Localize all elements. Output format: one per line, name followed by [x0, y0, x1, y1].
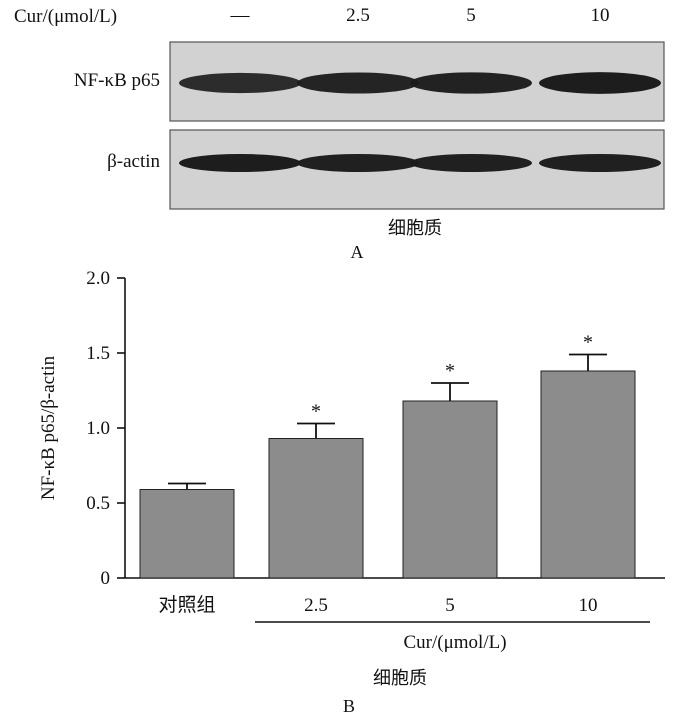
y-tick-label: 0: [101, 568, 111, 589]
significance-marker: *: [311, 401, 321, 423]
treatment-label: Cur/(μmol/L): [14, 6, 117, 27]
blot-bands-actin: [179, 154, 661, 172]
lane-label-2.5: 2.5: [346, 5, 370, 26]
x-tick-label: 10: [579, 595, 598, 616]
x-tick-label: 2.5: [304, 595, 328, 616]
western-blot-panel: Cur/(μmol/L) — 2.5 5 10 NF-κB p65 β-acti…: [14, 5, 665, 262]
blot-band: [179, 154, 301, 172]
y-ticks: 0 0.5 1.0 1.5 2.0: [86, 268, 125, 589]
lane-label-10: 10: [591, 5, 610, 26]
compartment-label-b: 细胞质: [373, 668, 427, 689]
panel-letter-a: A: [351, 242, 364, 262]
blot-band: [410, 72, 532, 94]
bar-chart-panel: 0 0.5 1.0 1.5 2.0 NF-κB p65/β-actin * * * 对照组 2…: [38, 268, 665, 716]
x-tick-label: 对照组: [158, 594, 215, 616]
x-tick-label: 5: [445, 595, 455, 616]
y-tick-label: 0.5: [86, 493, 110, 514]
lane-label-5: 5: [466, 5, 476, 26]
blot-band: [539, 72, 661, 94]
y-axis-label: NF-κB p65/β-actin: [38, 355, 59, 500]
lane-label-control: —: [230, 5, 251, 26]
bar: [139, 489, 235, 579]
bars: * * *: [139, 332, 636, 579]
y-tick-label: 1.0: [86, 418, 110, 439]
significance-marker: *: [583, 332, 593, 354]
blot-row-label-nfkb: NF-κB p65: [74, 70, 160, 91]
blot-bands-nfkb: [179, 72, 661, 94]
bar: [268, 438, 364, 579]
panel-letter-b: B: [343, 696, 355, 716]
blot-band: [297, 154, 419, 172]
bar: [540, 370, 636, 579]
blot-band: [179, 72, 301, 94]
significance-marker: *: [445, 360, 455, 382]
x-tick-labels: 对照组 2.5 5 10: [158, 594, 597, 616]
blot-band: [410, 154, 532, 172]
y-tick-label: 1.5: [86, 343, 110, 364]
compartment-label-a: 细胞质: [388, 218, 442, 239]
blot-band: [297, 72, 419, 94]
blot-row-label-actin: β-actin: [107, 151, 160, 172]
y-tick-label: 2.0: [86, 268, 110, 289]
group-label: Cur/(μmol/L): [403, 632, 506, 653]
bar: [402, 400, 498, 579]
blot-band: [539, 154, 661, 172]
